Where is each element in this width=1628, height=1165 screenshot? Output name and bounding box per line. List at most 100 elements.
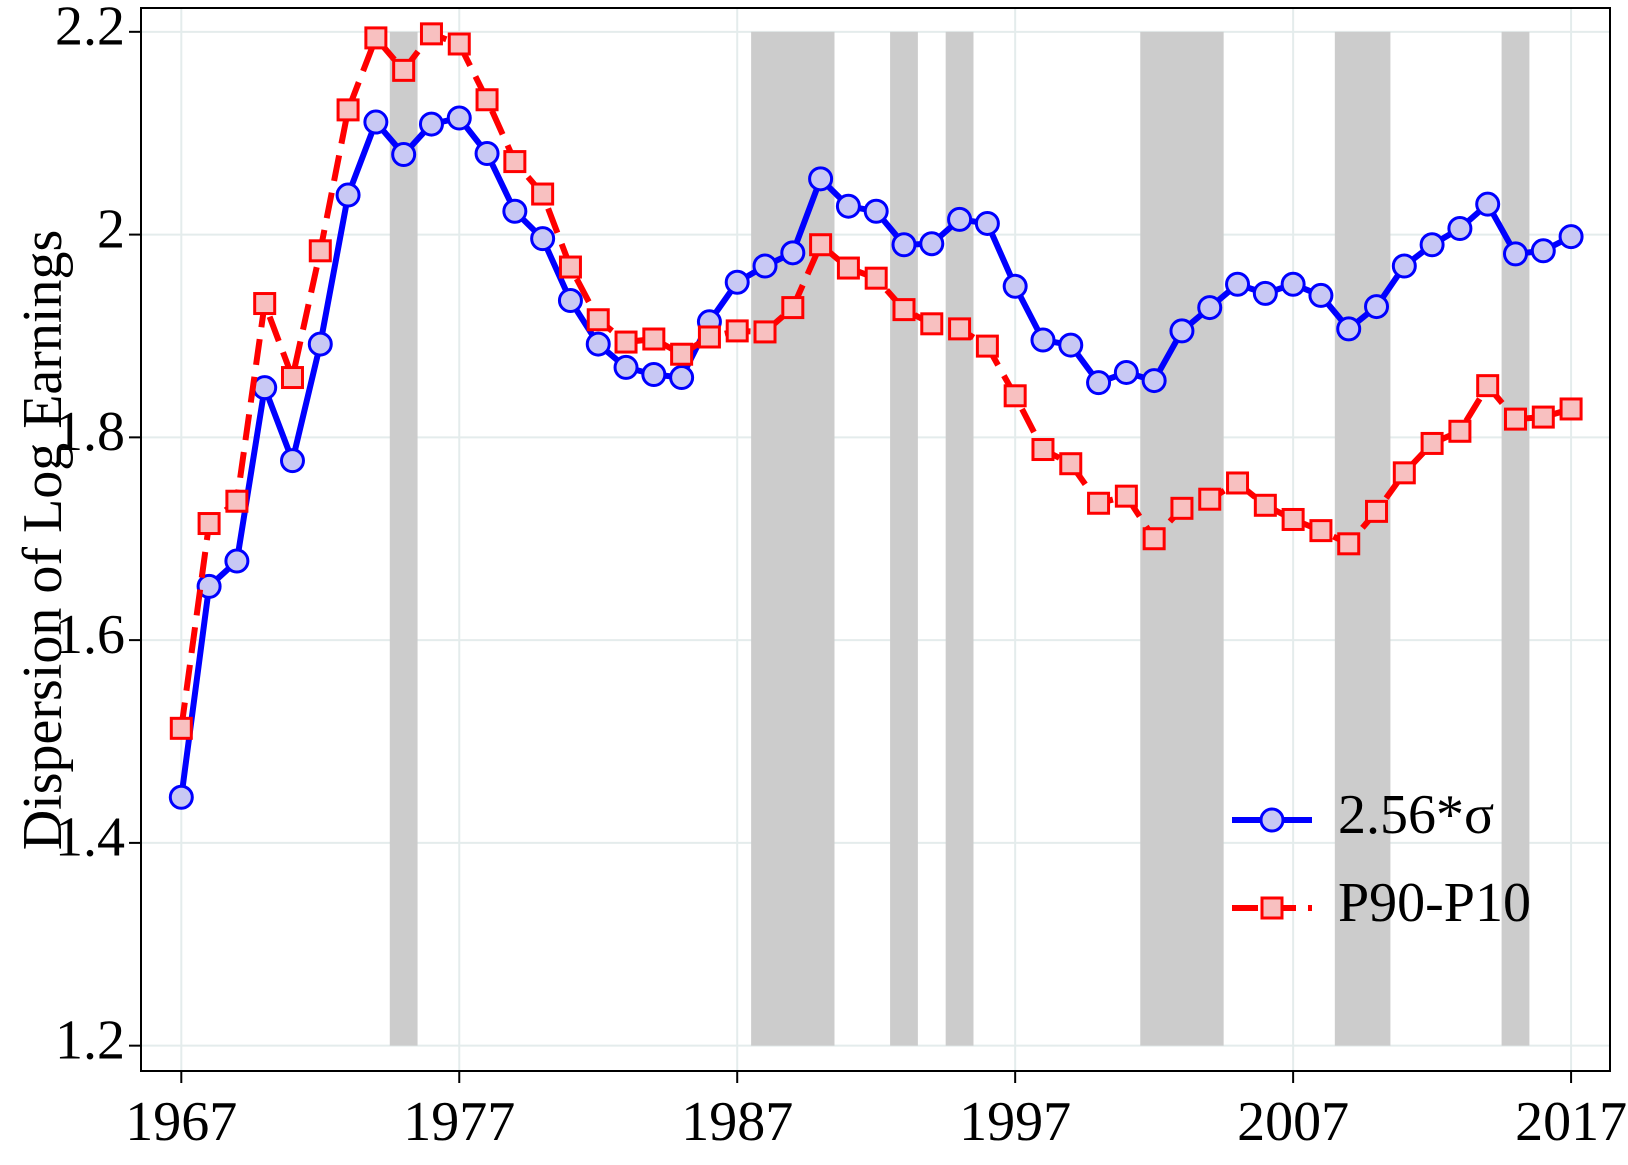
point [418, 111, 444, 137]
point [892, 298, 916, 322]
point [1447, 216, 1473, 242]
y-tick-label: 2.2 [55, 0, 125, 58]
point [1087, 491, 1111, 515]
point [670, 342, 694, 366]
point [253, 292, 277, 316]
point [1475, 191, 1501, 217]
point [1169, 318, 1195, 344]
legend-marker [1259, 807, 1285, 833]
point [558, 255, 582, 279]
point [669, 365, 695, 391]
point [724, 269, 750, 295]
point [864, 266, 888, 290]
point [752, 253, 778, 279]
point [1226, 471, 1250, 495]
point [614, 330, 638, 354]
point [836, 256, 860, 280]
point [1003, 384, 1027, 408]
point [1002, 273, 1028, 299]
point [1365, 499, 1389, 523]
point [279, 448, 305, 474]
point [1558, 224, 1584, 250]
point [697, 325, 721, 349]
point [1281, 507, 1305, 531]
point [1198, 487, 1222, 511]
point [1142, 527, 1166, 551]
recession-band [890, 31, 918, 1046]
point [363, 109, 389, 135]
recession-band [945, 31, 974, 1046]
point [1530, 238, 1556, 264]
point [613, 354, 639, 380]
point [1448, 419, 1472, 443]
x-tick-label: 1997 [959, 1091, 1071, 1153]
y-tick-label: 1.4 [55, 807, 125, 869]
point [1476, 374, 1500, 398]
point [531, 182, 555, 206]
point [780, 240, 806, 266]
point [252, 375, 278, 401]
point [391, 141, 417, 167]
point [920, 312, 944, 336]
plot-frame [140, 7, 1611, 1072]
point [1503, 407, 1527, 431]
point [503, 150, 527, 174]
point [781, 296, 805, 320]
point [364, 26, 388, 50]
point [863, 198, 889, 224]
x-tick-label: 1987 [681, 1091, 793, 1153]
point [1559, 397, 1583, 421]
point [502, 198, 528, 224]
y-tick-label: 1.2 [55, 1009, 125, 1071]
point [446, 105, 472, 131]
point [974, 210, 1000, 236]
point [835, 193, 861, 219]
point [1531, 405, 1555, 429]
x-tick-label: 1977 [403, 1091, 515, 1153]
point [1170, 496, 1194, 520]
point [642, 327, 666, 351]
x-tick-label: 2017 [1515, 1091, 1627, 1153]
recession-band [1501, 31, 1530, 1046]
point [1391, 253, 1417, 279]
point [1420, 431, 1444, 455]
point [1059, 452, 1083, 476]
point [891, 232, 917, 258]
point [1336, 316, 1362, 342]
point [557, 287, 583, 313]
point [1337, 532, 1361, 556]
recession-band [389, 31, 418, 1046]
point [1253, 493, 1277, 517]
point [196, 573, 222, 599]
point [809, 233, 833, 257]
point [225, 489, 249, 513]
x-tick-label: 2007 [1237, 1091, 1349, 1153]
point [475, 88, 499, 112]
point [1364, 294, 1390, 320]
point [1086, 370, 1112, 396]
point [947, 206, 973, 232]
point [1309, 519, 1333, 543]
point [725, 319, 749, 343]
point [1197, 295, 1223, 321]
point [1031, 438, 1055, 462]
legend-marker [1260, 896, 1284, 920]
point [753, 320, 777, 344]
y-tick-label: 1.6 [55, 604, 125, 666]
point [335, 182, 361, 208]
y-axis-label: Dispersion of Log Earnings [12, 230, 74, 851]
point [530, 226, 556, 252]
y-tick-label: 2 [97, 198, 125, 260]
point [1114, 484, 1138, 508]
point [447, 32, 471, 56]
point [1419, 232, 1445, 258]
point [948, 317, 972, 341]
point [808, 166, 834, 192]
point [1280, 271, 1306, 297]
point [1225, 271, 1251, 297]
point [308, 239, 332, 263]
point [1141, 368, 1167, 394]
point [975, 334, 999, 358]
point [919, 231, 945, 257]
legend-label: 2.56*σ [1338, 784, 1494, 846]
